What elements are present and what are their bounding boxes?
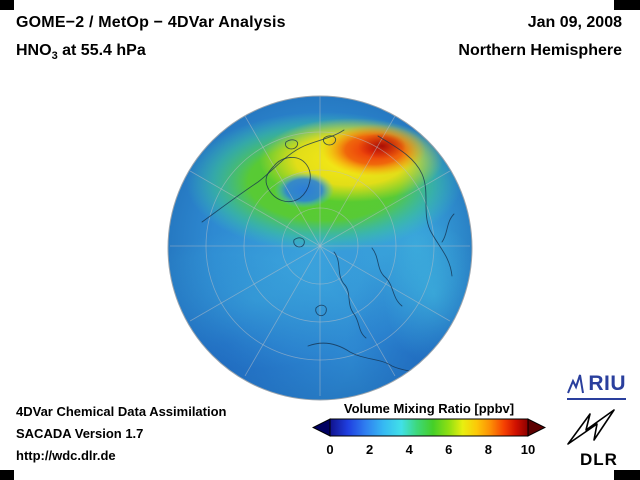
colorbar-tick: 4 [405,442,413,457]
globe-limb [167,95,473,401]
riu-logo-icon [567,374,585,394]
colorbar-tick: 6 [445,442,453,457]
corner-marker-top-left [0,0,14,10]
colorbar-tick: 8 [484,442,493,457]
footer-credits: 4DVar Chemical Data Assimilation SACADA … [16,401,227,467]
formula-prefix: HNO [16,42,52,59]
colorbar-gradient [329,418,529,437]
colorbar [312,418,546,437]
corner-marker-top-right [614,0,640,10]
date-label: Jan 09, 2008 [527,14,622,31]
header-right: Jan 09, 2008 Northern Hemisphere [458,14,622,60]
hemisphere-label: Northern Hemisphere [458,42,622,59]
globe-map [166,94,474,402]
corner-marker-bottom-left [0,470,14,480]
colorbar-tick: 0 [326,442,334,457]
graticule [170,96,470,396]
colorbar-tick: 10 [520,442,536,457]
formula-suffix: at 55.4 hPa [57,42,146,59]
colorbar-right-arrow [527,418,546,437]
dlr-logo-text: DLR [580,450,618,469]
polar-minimum-field [274,172,334,208]
colorbar-title: Volume Mixing Ratio [ppbv] [343,401,515,416]
page-title: GOME−2 / MetOp − 4DVar Analysis [16,14,286,31]
colorbar-tick: 2 [365,442,374,457]
dlr-logo: DLR [564,408,622,470]
credit-line-url: http://wdc.dlr.de [16,448,116,463]
formula-subscript: 3 [51,50,58,63]
globe-svg [167,95,473,401]
credit-line-version: SACADA Version 1.7 [16,426,144,441]
species-level-label: HNO3 at 55.4 hPa [16,42,146,62]
credit-line-assimilation: 4DVar Chemical Data Assimilation [16,404,227,419]
riu-logo: RIU [567,372,626,400]
corner-marker-bottom-right [614,470,640,480]
riu-logo-text: RIU [588,372,626,395]
dlr-logo-icon [567,409,615,445]
colorbar-ticks: 0 2 4 6 8 10 [326,442,535,458]
colorbar-left-arrow [312,418,331,437]
